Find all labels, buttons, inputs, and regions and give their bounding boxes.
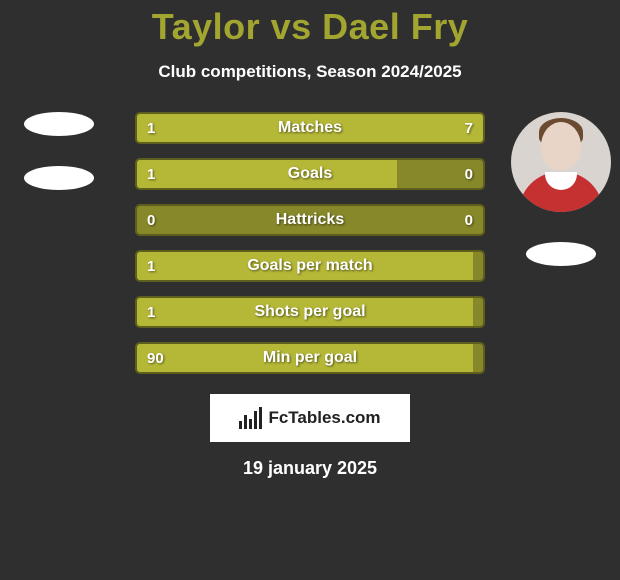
page-subtitle: Club competitions, Season 2024/2025 — [0, 62, 620, 82]
stat-row: 1Shots per goal — [135, 296, 485, 328]
stat-row: 17Matches — [135, 112, 485, 144]
comparison-card: Taylor vs Dael Fry Club competitions, Se… — [0, 0, 620, 580]
stat-fill-left — [137, 252, 473, 280]
stat-fill-left — [137, 344, 473, 372]
stat-label: Hattricks — [137, 206, 483, 234]
player-right-name-placeholder — [526, 242, 596, 266]
stat-value-right — [463, 344, 483, 372]
page-title: Taylor vs Dael Fry — [0, 6, 620, 48]
stat-value-left: 1 — [137, 160, 165, 188]
comparison-zone: 17Matches10Goals00Hattricks1Goals per ma… — [0, 112, 620, 374]
stat-row: 1Goals per match — [135, 250, 485, 282]
stat-fill-right — [180, 114, 483, 142]
stat-bars: 17Matches10Goals00Hattricks1Goals per ma… — [135, 112, 485, 374]
stat-row: 0 0Hattricks — [135, 204, 485, 236]
player-right-photo — [511, 112, 611, 212]
stat-row: 90Min per goal — [135, 342, 485, 374]
player-right-column — [506, 112, 616, 266]
stat-value-right — [463, 298, 483, 326]
stat-fill-left — [137, 160, 397, 188]
stat-value-left: 0 — [137, 206, 165, 234]
stat-value-right: 0 — [455, 160, 483, 188]
stat-value-left: 1 — [137, 298, 165, 326]
brand-badge: FcTables.com — [210, 394, 410, 442]
stat-value-left: 1 — [137, 114, 165, 142]
footer-date: 19 january 2025 — [0, 458, 620, 479]
stat-value-left: 90 — [137, 344, 174, 372]
stat-row: 10Goals — [135, 158, 485, 190]
brand-logo-icon — [239, 407, 262, 429]
stat-value-left: 1 — [137, 252, 165, 280]
stat-value-right: 7 — [455, 114, 483, 142]
stat-value-right — [463, 252, 483, 280]
player-left-avatar-placeholder — [24, 112, 94, 136]
player-left-name-placeholder — [24, 166, 94, 190]
stat-fill-left — [137, 298, 473, 326]
stat-value-right: 0 — [455, 206, 483, 234]
brand-text: FcTables.com — [268, 408, 380, 428]
player-right-avatar — [511, 112, 611, 212]
player-left-column — [4, 112, 114, 190]
